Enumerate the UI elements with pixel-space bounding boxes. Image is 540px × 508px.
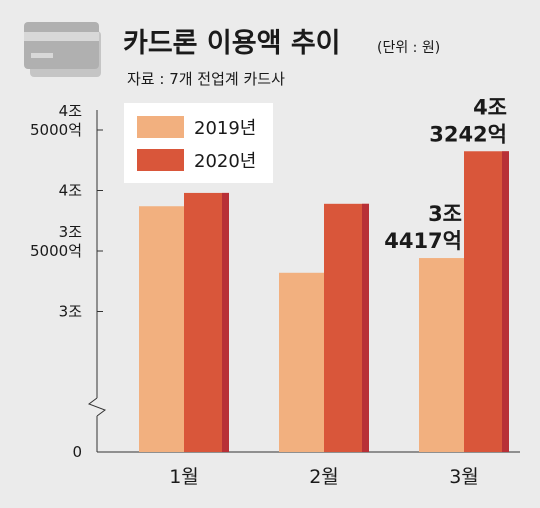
legend: 2019년 2020년 [124, 103, 273, 183]
bar-edge [222, 192, 229, 453]
bar-2020년-2월 [324, 203, 369, 452]
data-label: 3242억 [429, 122, 507, 146]
data-label: 4417억 [384, 229, 462, 253]
data-label: 3조 [428, 202, 462, 226]
category-label-group: 1월 2월 3월 [169, 466, 479, 488]
chart-title: 카드론 이용액 추이 [123, 28, 341, 59]
legend-swatch-2019 [137, 116, 184, 138]
y-tick-label: 5000억 [30, 242, 82, 260]
bar-2019년-2월 [279, 272, 324, 452]
y-tick-zero: 0 [72, 443, 82, 461]
legend-swatch-2020 [137, 149, 184, 171]
chart-unit: (단위 : 원) [377, 40, 440, 56]
y-tick-label: 4조 [59, 102, 83, 120]
category-label: 3월 [449, 466, 479, 488]
y-tick-label: 5000억 [30, 121, 82, 139]
chart-source: 자료 : 7개 전업계 카드사 [127, 70, 285, 88]
bar-2020년-3월 [464, 151, 509, 453]
category-label: 1월 [169, 466, 199, 488]
data-label: 4조 [473, 95, 507, 119]
bar-2020년-1월 [184, 192, 229, 453]
bar-group [139, 151, 509, 453]
y-axis [87, 110, 107, 452]
legend-label-2020: 2020년 [194, 151, 256, 172]
y-tick-label: 4조 [59, 182, 83, 200]
bar-edge [362, 203, 369, 452]
legend-label-2019: 2019년 [194, 118, 256, 139]
y-tick-label: 3조 [59, 223, 83, 241]
credit-card-icon [24, 22, 101, 77]
bar-2019년-1월 [139, 206, 184, 452]
bar-edge [502, 151, 509, 453]
annotation-group: 3조 4417억 4조 3242억 [384, 95, 507, 253]
y-tick-label: 3조 [59, 303, 83, 321]
bar-2019년-3월 [419, 258, 464, 452]
category-label: 2월 [309, 466, 339, 488]
